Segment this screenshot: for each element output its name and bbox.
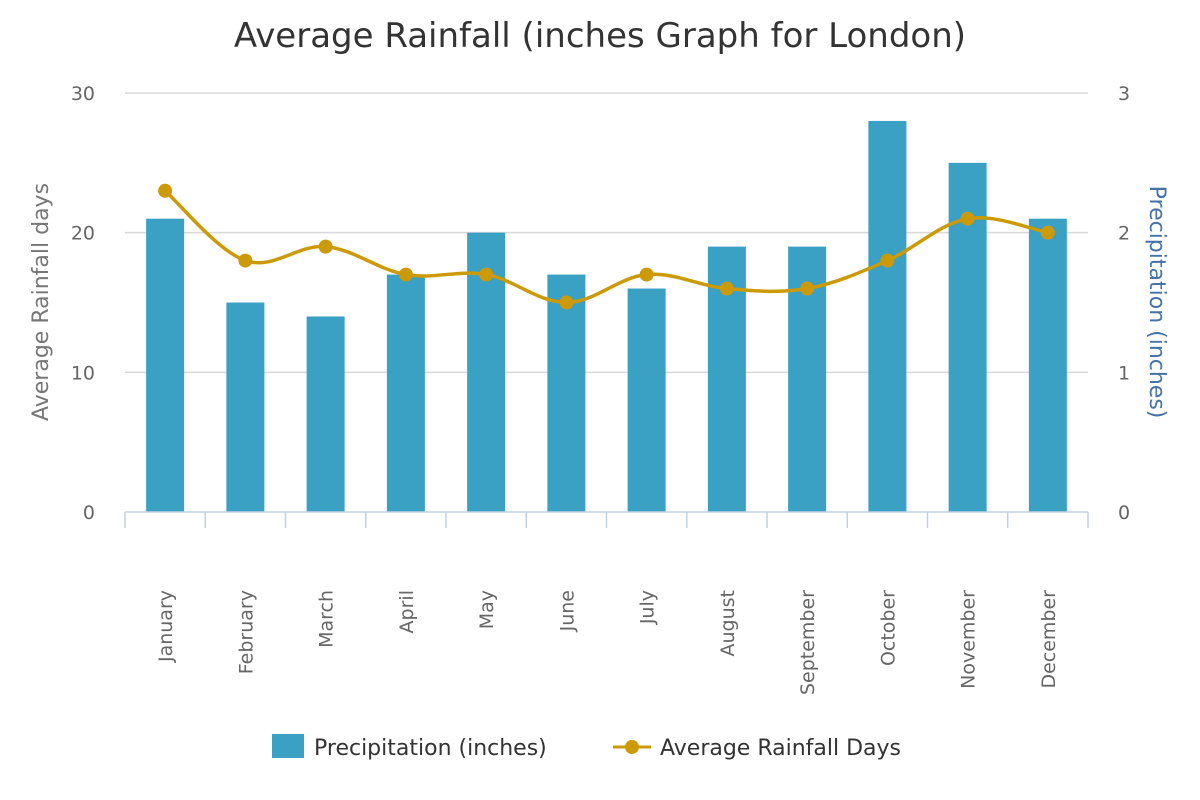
y-tick-left: 20	[71, 223, 95, 245]
y-axis-right-title: Precipitation (inches)	[1144, 186, 1169, 419]
bar[interactable]	[547, 274, 586, 512]
line-point[interactable]	[960, 211, 975, 226]
x-tick-label: February	[235, 590, 257, 674]
legend-swatch-precipitation	[272, 734, 304, 758]
bar[interactable]	[146, 218, 185, 512]
line-point[interactable]	[398, 267, 413, 282]
bar[interactable]	[386, 274, 425, 512]
y-tick-right: 2	[1118, 223, 1130, 245]
line-point[interactable]	[880, 253, 895, 268]
x-tick-label: January	[155, 590, 177, 663]
y-tick-right: 0	[1118, 502, 1130, 524]
x-tick-label: May	[476, 590, 498, 629]
line-point[interactable]	[479, 267, 494, 282]
x-tick-label: July	[637, 590, 659, 625]
bar-series	[146, 120, 1067, 513]
line-point[interactable]	[238, 253, 253, 268]
gridlines	[125, 92, 1088, 374]
line-point[interactable]	[158, 183, 173, 198]
legend-item-precipitation[interactable]: Precipitation (inches)	[272, 734, 547, 761]
legend-label-precipitation: Precipitation (inches)	[314, 736, 547, 761]
x-tick-label: November	[958, 590, 980, 689]
legend: Precipitation (inches) Average Rainfall …	[272, 734, 901, 761]
y-axis-right: 0 1 2 3	[1118, 83, 1130, 524]
line-point[interactable]	[318, 239, 333, 254]
bar[interactable]	[1028, 218, 1067, 512]
chart-title: Average Rainfall (inches Graph for Londo…	[234, 16, 966, 56]
bar[interactable]	[226, 302, 265, 513]
x-tick-label: December	[1038, 590, 1060, 689]
line-point[interactable]	[1040, 225, 1055, 240]
y-tick-left: 30	[71, 83, 95, 105]
x-tick-label: April	[396, 590, 418, 633]
legend-swatch-marker-rainfall-days	[625, 740, 639, 754]
y-tick-left: 0	[83, 502, 95, 524]
y-tick-right: 3	[1118, 83, 1130, 105]
x-axis: January February March April May June July Augu…	[124, 511, 1089, 695]
y-tick-right: 1	[1118, 362, 1130, 384]
line-series	[158, 183, 1055, 310]
x-tick-label: August	[717, 590, 739, 657]
line-point[interactable]	[719, 281, 734, 296]
bar[interactable]	[306, 316, 345, 512]
legend-item-rainfall-days[interactable]: Average Rainfall Days	[613, 736, 901, 761]
y-axis-left: 0 10 20 30	[71, 83, 95, 524]
line-point[interactable]	[800, 281, 815, 296]
x-tick-label: September	[797, 590, 819, 695]
line-point[interactable]	[639, 267, 654, 282]
bar[interactable]	[627, 288, 666, 512]
line-point[interactable]	[559, 295, 574, 310]
legend-label-rainfall-days: Average Rainfall Days	[660, 736, 901, 761]
x-tick-label: October	[877, 590, 899, 666]
rainfall-days-line	[163, 189, 1049, 305]
x-tick-label: March	[316, 590, 338, 648]
y-axis-left-title: Average Rainfall days	[29, 183, 54, 421]
y-tick-left: 10	[71, 362, 95, 384]
bar[interactable]	[868, 120, 907, 512]
x-tick-label: June	[556, 590, 578, 632]
